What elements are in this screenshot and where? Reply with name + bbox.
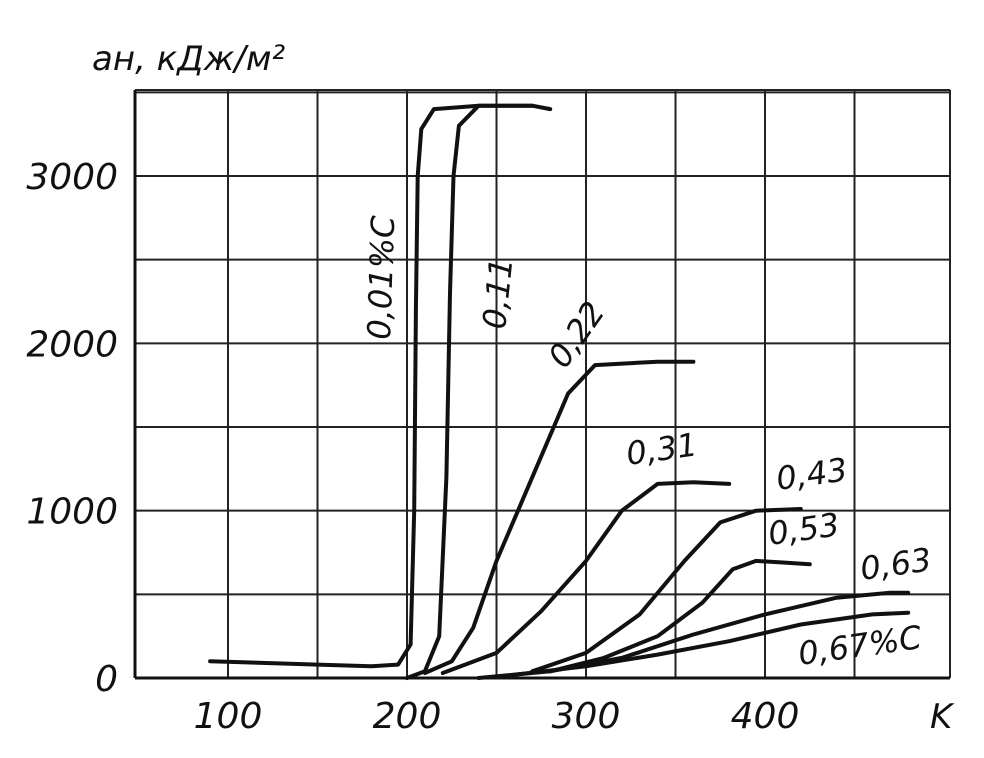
x-tick-label: 100 <box>194 696 263 737</box>
curves <box>208 103 911 680</box>
y-tick-label: 3000 <box>26 157 118 198</box>
series-line-0 <box>208 103 535 669</box>
tick-labels: 100 200 300 400 0 1000 2000 3000 <box>26 157 799 737</box>
x-tick-label: 300 <box>552 696 621 737</box>
series-label-3: 0,31 <box>624 425 700 473</box>
y-tick-label: 1000 <box>26 492 118 533</box>
series-label-1: 0,11 <box>475 256 520 331</box>
series-line-3 <box>440 480 732 675</box>
grid <box>135 89 951 678</box>
x-tick-label: 400 <box>731 696 800 737</box>
y-tick-label: 2000 <box>26 324 118 365</box>
series-line-7 <box>512 610 911 677</box>
series-label-7: 0,67%C <box>796 618 925 673</box>
series-label-4: 0,43 <box>774 450 850 498</box>
series-line-1 <box>405 103 553 680</box>
axes <box>133 90 950 680</box>
x-axis-label: K <box>930 697 955 737</box>
series-label-5: 0,53 <box>766 505 842 553</box>
series-label-6: 0,63 <box>858 540 934 588</box>
y-axis-label: aн, кДж/м² <box>92 39 286 79</box>
x-tick-label: 200 <box>373 696 442 737</box>
y-tick-label: 0 <box>95 659 118 700</box>
series-labels: 0,01%C 0,11 0,22 0,31 0,43 0,53 0,63 0,67%C <box>360 214 934 673</box>
series-line-5 <box>548 558 812 674</box>
series-label-0: 0,01%C <box>360 214 402 340</box>
series-line-4 <box>530 507 803 674</box>
series-label-2: 0,22 <box>540 294 612 374</box>
series-line-2 <box>422 359 696 675</box>
